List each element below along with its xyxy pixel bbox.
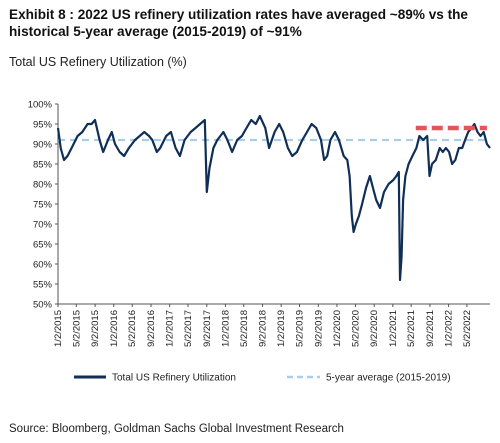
x-tick-label: 1/2/2020 bbox=[332, 310, 343, 347]
x-tick-label: 5/2/2016 bbox=[127, 310, 138, 347]
x-tick-label: 5/2/2019 bbox=[295, 310, 306, 347]
x-tick-label: 9/2/2021 bbox=[425, 310, 436, 347]
x-tick-label: 1/2/2016 bbox=[109, 310, 120, 347]
legend-label-utilization: Total US Refinery Utilization bbox=[112, 373, 236, 384]
x-tick-label: 5/2/2021 bbox=[406, 310, 417, 347]
x-tick-label: 5/2/2020 bbox=[350, 310, 361, 347]
x-tick-label: 1/2/2021 bbox=[388, 310, 399, 347]
y-tick-label: 55% bbox=[33, 280, 53, 291]
x-tick-label: 1/2/2017 bbox=[165, 310, 176, 347]
x-tick-label: 1/2/2015 bbox=[53, 310, 64, 347]
legend-label-five-year-average: 5-year average (2015-2019) bbox=[326, 373, 451, 384]
x-tick-label: 5/2/2015 bbox=[71, 310, 82, 347]
x-tick-label: 5/2/2022 bbox=[462, 310, 473, 347]
x-tick-label: 9/2/2018 bbox=[258, 310, 269, 347]
y-tick-label: 60% bbox=[33, 260, 53, 271]
chart-title: Exhibit 8 : 2022 US refinery utilization… bbox=[9, 7, 468, 39]
y-tick-label: 100% bbox=[28, 100, 53, 111]
x-axis-ticks: 1/2/2015 5/2/2015 9/2/2015 1/2/2016 5/2/2016… bbox=[53, 304, 473, 347]
y-tick-label: 50% bbox=[33, 300, 53, 311]
y-tick-label: 85% bbox=[33, 160, 53, 171]
x-tick-label: 9/2/2020 bbox=[369, 310, 380, 347]
legend: Total US Refinery Utilization 5-year ave… bbox=[74, 373, 451, 384]
x-tick-label: 9/2/2017 bbox=[202, 310, 213, 347]
y-tick-label: 80% bbox=[33, 180, 53, 191]
x-tick-label: 1/2/2019 bbox=[276, 310, 287, 347]
x-tick-label: 5/2/2018 bbox=[239, 310, 250, 347]
chart-subtitle: Total US Refinery Utilization (%) bbox=[9, 55, 187, 69]
source-note: Source: Bloomberg, Goldman Sachs Global … bbox=[9, 423, 344, 435]
plot-area: 50% 55% 60% 65% 70% 75% 80% 85% 90% 95% 100% 1/2/2… bbox=[28, 100, 491, 347]
x-tick-label: 9/2/2016 bbox=[146, 310, 157, 347]
y-tick-label: 95% bbox=[33, 120, 53, 131]
y-tick-label: 90% bbox=[33, 140, 53, 151]
y-tick-label: 70% bbox=[33, 220, 53, 231]
y-tick-label: 75% bbox=[33, 200, 53, 211]
x-tick-label: 9/2/2019 bbox=[313, 310, 324, 347]
x-tick-label: 5/2/2017 bbox=[183, 310, 194, 347]
x-tick-label: 1/2/2018 bbox=[220, 310, 231, 347]
series-layer bbox=[56, 114, 491, 282]
x-tick-label: 1/2/2022 bbox=[444, 310, 455, 347]
x-tick-label: 9/2/2015 bbox=[90, 310, 101, 347]
utilization-series-line bbox=[56, 114, 491, 282]
y-tick-label: 65% bbox=[33, 240, 53, 251]
y-axis-ticks: 50% 55% 60% 65% 70% 75% 80% 85% 90% 95% 100% bbox=[28, 100, 58, 311]
